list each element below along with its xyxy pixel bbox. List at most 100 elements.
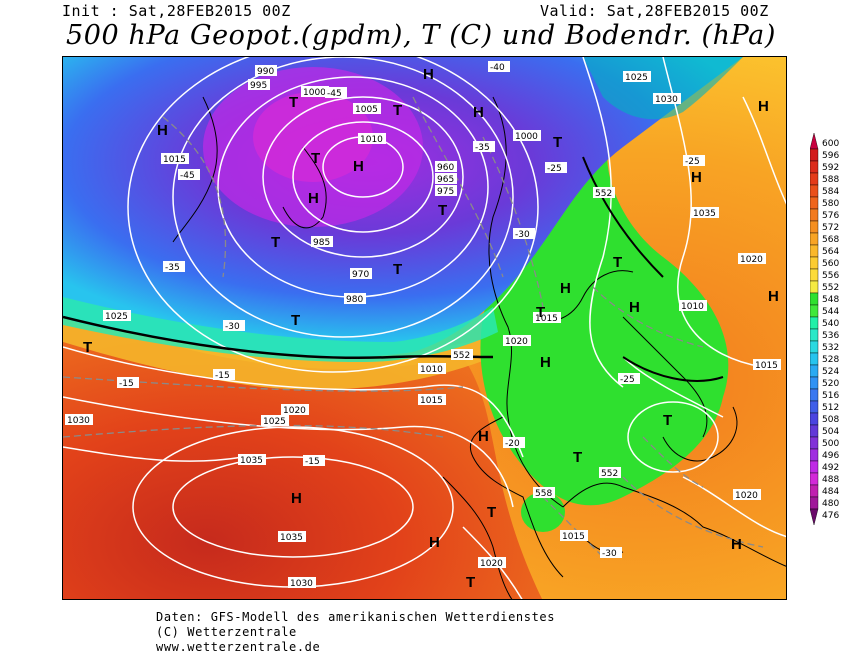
- colorbar-swatch: [809, 280, 819, 294]
- svg-text:-35: -35: [165, 263, 180, 273]
- svg-text:970: 970: [352, 270, 369, 280]
- colorbar-swatch: [809, 448, 819, 462]
- label-1015-c: 1015: [753, 359, 781, 371]
- label-t-15-b: -15: [213, 369, 235, 381]
- label-965: 965: [435, 173, 457, 185]
- high-symbol: H: [423, 66, 434, 83]
- svg-text:-30: -30: [515, 230, 530, 240]
- svg-text:960: 960: [437, 163, 454, 173]
- svg-text:1030: 1030: [655, 95, 678, 105]
- colorbar-swatch: [809, 160, 819, 174]
- label-t-25: -25: [545, 162, 567, 174]
- colorbar-swatch: [809, 292, 819, 306]
- label-t-45-b: -45: [325, 87, 347, 99]
- colorbar-swatch: [809, 304, 819, 318]
- colorbar-label: 492: [822, 463, 839, 473]
- footer-copyright: (C) Wetterzentrale: [156, 625, 297, 639]
- colorbar-label: 540: [822, 319, 839, 329]
- svg-text:980: 980: [346, 295, 363, 305]
- colorbar-label: 512: [822, 403, 839, 413]
- colorbar-swatch: [809, 208, 819, 222]
- colorbar-label: 516: [822, 391, 839, 401]
- low-core-inner: [253, 92, 373, 182]
- colorbar-label: 496: [822, 451, 839, 461]
- low-symbol: T: [291, 312, 300, 329]
- label-1035-c: 1035: [278, 531, 306, 543]
- label-1025: 1025: [103, 310, 131, 322]
- label-990: 990: [255, 65, 277, 77]
- label-1010: 1010: [358, 133, 386, 145]
- label-t-25-c: -25: [618, 373, 640, 385]
- label-1020-d: 1020: [478, 557, 506, 569]
- low-symbol: T: [393, 261, 402, 278]
- svg-text:1020: 1020: [735, 491, 758, 501]
- svg-text:1035: 1035: [240, 456, 263, 466]
- label-960: 960: [435, 161, 457, 173]
- label-t-35: -35: [163, 261, 185, 273]
- label-552-b: 552: [451, 349, 473, 361]
- colorbar-swatch: [809, 256, 819, 270]
- label-1015-b: 1015: [533, 312, 561, 324]
- label-552-c: 552: [599, 467, 621, 479]
- colorbar-label: 592: [822, 163, 839, 173]
- svg-text:995: 995: [250, 81, 267, 91]
- label-1015: 1015: [161, 153, 189, 165]
- colorbar-label: 508: [822, 415, 839, 425]
- weather-map[interactable]: 990 995 1000 1005 1010 1015 1020 1025 10…: [62, 56, 787, 600]
- low-symbol: T: [311, 150, 320, 167]
- colorbar-swatch: [809, 132, 819, 150]
- svg-text:990: 990: [257, 67, 274, 77]
- high-symbol: H: [429, 534, 440, 551]
- svg-text:1010: 1010: [681, 302, 704, 312]
- label-970: 970: [350, 268, 372, 280]
- svg-text:-15: -15: [215, 371, 230, 381]
- temperature-labels: -15 -15 -15 -20 -25 -25 -25 -30 -30 -35 …: [117, 61, 705, 559]
- colorbar-label: 480: [822, 499, 839, 509]
- label-980: 980: [344, 293, 366, 305]
- colorbar-label: 504: [822, 427, 839, 437]
- label-1010-c: 1010: [418, 363, 446, 375]
- label-1025-b: 1025: [623, 71, 651, 83]
- svg-text:1030: 1030: [67, 416, 90, 426]
- map-canvas: 990 995 1000 1005 1010 1015 1020 1025 10…: [63, 57, 786, 599]
- high-symbol: H: [731, 536, 742, 553]
- low-symbol: T: [553, 134, 562, 151]
- colorbar-label: 532: [822, 343, 839, 353]
- colorbar-label: 576: [822, 211, 839, 221]
- svg-text:552: 552: [595, 189, 612, 199]
- colorbar-label: 500: [822, 439, 839, 449]
- low-symbol: T: [487, 504, 496, 521]
- init-time: Init : Sat,28FEB2015 00Z: [62, 2, 291, 20]
- high-symbol: H: [691, 169, 702, 186]
- svg-text:1025: 1025: [263, 417, 286, 427]
- colorbar-swatch: [809, 196, 819, 210]
- label-1020-e: 1020: [281, 404, 309, 416]
- svg-text:-15: -15: [305, 457, 320, 467]
- svg-text:1015: 1015: [755, 361, 778, 371]
- label-1010-b: 1010: [679, 300, 707, 312]
- low-symbol: T: [289, 94, 298, 111]
- colorbar-swatch: [809, 412, 819, 426]
- svg-text:1015: 1015: [562, 532, 585, 542]
- colorbar-swatch: [809, 364, 819, 378]
- pressure-centers: T T H T T H H T T T T H H H H T H T H T …: [83, 66, 779, 591]
- svg-text:1035: 1035: [693, 209, 716, 219]
- low-symbol: T: [663, 412, 672, 429]
- low-symbol: T: [438, 202, 447, 219]
- label-1020: 1020: [503, 335, 531, 347]
- colorbar-label: 584: [822, 187, 839, 197]
- colorbar-label: 476: [822, 511, 839, 521]
- colorbar-swatch: [809, 484, 819, 498]
- teal-fringe: [63, 297, 498, 362]
- high-symbol: H: [291, 490, 302, 507]
- svg-text:1030: 1030: [290, 579, 313, 589]
- colorbar-swatch: [809, 424, 819, 438]
- footer-website[interactable]: www.wetterzentrale.de: [156, 640, 321, 654]
- svg-text:985: 985: [313, 238, 330, 248]
- colorbar-label: 520: [822, 379, 839, 389]
- colorbar-swatch: [809, 460, 819, 474]
- colorbar-swatch: [809, 316, 819, 330]
- colorbar-swatch: [809, 232, 819, 246]
- label-t-40: -40: [488, 61, 510, 73]
- footer-data-source: Daten: GFS-Modell des amerikanischen Wet…: [156, 610, 556, 624]
